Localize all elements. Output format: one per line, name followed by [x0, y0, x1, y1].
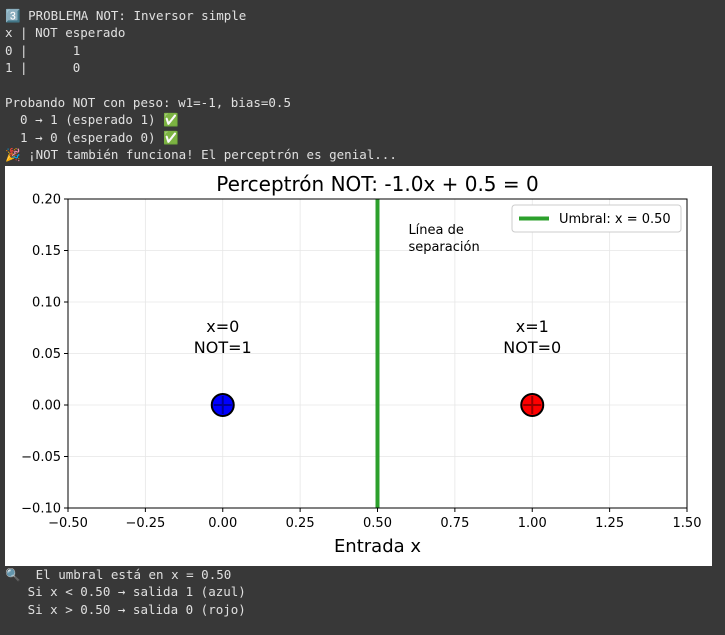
- console-line: 0 → 1 (esperado 1) ✅: [5, 112, 179, 128]
- console-line: 1 → 0 (esperado 0) ✅: [5, 129, 179, 145]
- legend-box: [511, 204, 682, 233]
- y-tick-label: 0.00: [32, 399, 61, 414]
- console-line: Si x < 0.50 → salida 1 (azul): [5, 584, 246, 600]
- axes-frame: [67, 198, 688, 509]
- annotation: x=1 NOT=0: [503, 317, 561, 357]
- y-tick-label: 0.15: [32, 244, 61, 259]
- console-line: Probando NOT con peso: w1=-1, bias=0.5: [5, 95, 291, 110]
- chart: −0.50 −0.25 0.00 0.25 0.50 0.75 1.00 1.25 1.50 −0…: [21, 172, 702, 557]
- chart-container: −0.50 −0.25 0.00 0.25 0.50 0.75 1.00 1.25 1.50 −0…: [5, 166, 712, 566]
- x-tick-label: 0.25: [286, 516, 315, 531]
- annotation: x=0 NOT=1: [194, 317, 252, 357]
- y-tick-label: 0.20: [32, 193, 61, 208]
- point-cross: [523, 396, 542, 414]
- console-line: 🎉 ¡NOT también funciona! El perceptrón e…: [5, 146, 397, 162]
- console-line: Si x > 0.50 → salida 0 (rojo): [5, 601, 246, 617]
- console-header: 3️⃣ PROBLEMA NOT: Inversor simple x | NOT…: [5, 7, 246, 76]
- annotation: Línea de separación: [408, 223, 479, 255]
- console-footer: 🔍 El umbral está en x = 0.50 Si x < 0.50…: [5, 566, 246, 618]
- y-tick-label: 0.10: [32, 296, 61, 311]
- x-tick-label: −0.25: [125, 516, 165, 531]
- y-tick-label: −0.10: [21, 502, 61, 517]
- y-tick-label: 0.05: [32, 347, 61, 362]
- x-tick-label: −0.50: [48, 516, 88, 531]
- x-tick-label: 1.25: [595, 516, 624, 531]
- x-tick-label: 0.75: [440, 516, 469, 531]
- console-line: 0 | 1: [5, 42, 81, 58]
- x-tick-label: 1.00: [518, 516, 547, 531]
- x-axis-label: Entrada x: [334, 536, 421, 557]
- x-tick-label: 1.50: [673, 516, 702, 531]
- console-line: 🔍 El umbral está en x = 0.50: [5, 567, 232, 582]
- chart-title: Perceptrón NOT: -1.0x + 0.5 = 0: [216, 172, 538, 196]
- y-tick-label: −0.05: [21, 450, 61, 465]
- x-tick-label: 0.00: [208, 516, 237, 531]
- x-tick-label: 0.50: [363, 516, 392, 531]
- console-test: Probando NOT con peso: w1=-1, bias=0.5 0…: [5, 94, 397, 163]
- console-line: 3️⃣ PROBLEMA NOT: Inversor simple: [5, 8, 247, 23]
- console-line: 1 | 0: [5, 59, 81, 75]
- legend-label: Umbral: x = 0.50: [559, 212, 671, 227]
- point-cross: [213, 396, 232, 414]
- console-line: x | NOT esperado: [5, 25, 126, 41]
